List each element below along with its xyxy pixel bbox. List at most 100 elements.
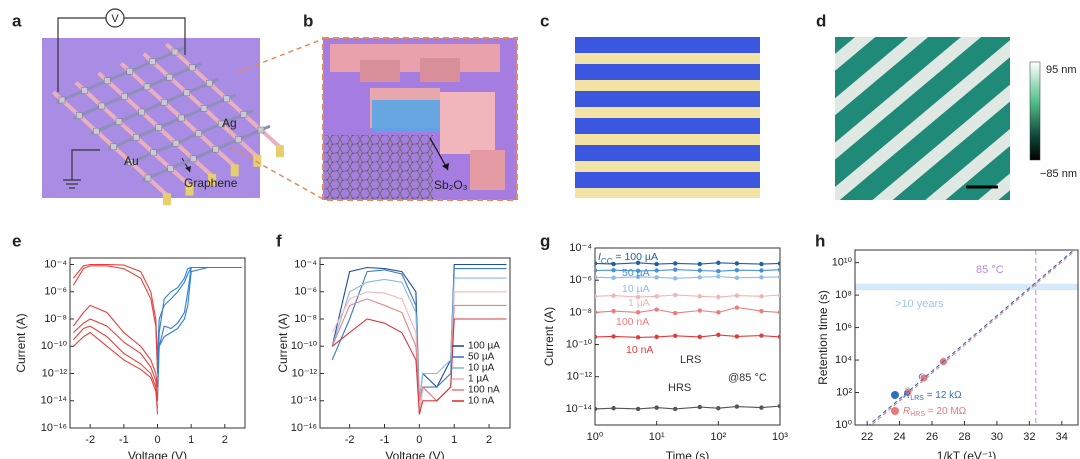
data-point — [777, 310, 780, 315]
memristor-cell — [150, 149, 157, 157]
layer-label: Sb₂O₃ — [434, 178, 468, 192]
series-line — [73, 318, 159, 401]
x-tick-label: 1 — [188, 434, 194, 446]
memristor-cell — [212, 145, 220, 153]
data-point — [759, 275, 764, 280]
optical-image — [575, 37, 760, 198]
panel-label: g — [540, 231, 550, 250]
memristor-cell — [178, 114, 185, 122]
series-name: 100 µA — [624, 251, 658, 263]
series-line — [72, 325, 159, 415]
legend-label: RHRS = 20 MΩ — [903, 406, 967, 419]
y-tick-label: 10⁻⁴ — [44, 258, 67, 270]
data-point — [673, 333, 678, 338]
colorbar-label: 95 nm — [1046, 64, 1077, 76]
memristor-cell — [144, 174, 152, 182]
data-point — [654, 294, 659, 299]
series-line — [72, 263, 159, 360]
y-axis-title: Current (A) — [14, 313, 28, 372]
data-point — [734, 293, 740, 298]
memristor-cell — [206, 79, 213, 87]
y-axis-title: Current (A) — [542, 307, 556, 366]
y-tick-label: 10⁻¹⁶ — [41, 422, 67, 434]
series-label: ICC = 100 µA — [598, 251, 658, 266]
data-point — [654, 261, 659, 267]
data-point — [716, 260, 721, 266]
series-line — [72, 304, 159, 388]
data-point — [635, 268, 641, 274]
y-axis-title: Current (A) — [276, 313, 290, 372]
y-tick-label: 10¹⁰ — [832, 257, 853, 269]
series-name: 100 nA — [616, 316, 649, 328]
memristor-cell — [126, 67, 134, 75]
data-point — [777, 292, 780, 298]
data-point — [697, 334, 702, 340]
series-label: 10 µA — [622, 283, 650, 295]
device-closeup — [322, 37, 518, 201]
annotation: HRS — [668, 382, 691, 394]
series-line — [156, 266, 242, 360]
x-tick-label: 2 — [486, 434, 492, 446]
y-tick-label: 10⁻¹⁰ — [41, 340, 68, 352]
electrode-stripe — [575, 118, 760, 134]
data-point — [611, 406, 616, 411]
legend-prefix: = — [612, 251, 624, 263]
series-line — [331, 291, 507, 415]
memristor-cell — [217, 120, 225, 128]
data-point — [635, 294, 641, 300]
series-line — [72, 265, 159, 374]
memristor-cell — [166, 73, 173, 81]
y-tick-label: 10⁻¹⁴ — [41, 395, 68, 407]
data-point — [595, 334, 598, 340]
data-point — [611, 308, 616, 314]
data-point — [759, 294, 764, 299]
y-tick-label: 10⁻¹⁰ — [291, 340, 318, 352]
data-point — [635, 274, 641, 280]
x-tick-label: 10⁰ — [587, 431, 604, 443]
y-axis-title: Retention time (s) — [816, 290, 830, 385]
electrode-stripe — [575, 37, 760, 53]
data-point — [595, 294, 598, 299]
data-point — [595, 268, 598, 273]
electrode-stripe — [575, 91, 760, 107]
annotation: LRS — [680, 354, 701, 366]
data-point — [673, 292, 678, 298]
series-line — [156, 266, 242, 374]
data-point — [654, 307, 659, 312]
data-point — [734, 334, 740, 339]
memristor-cell — [160, 99, 168, 106]
memristor-cell — [115, 118, 123, 125]
x-axis-title: Voltage (V) — [385, 449, 444, 459]
data-point — [697, 308, 702, 313]
data-point — [759, 405, 764, 410]
legend-swatch — [891, 407, 899, 415]
panel-label: h — [815, 231, 825, 250]
x-tick-label: 24 — [893, 431, 905, 443]
y-tick-label: 10⁴ — [835, 354, 852, 366]
memristor-cell — [235, 136, 242, 143]
au-pad — [185, 183, 194, 196]
x-tick-label: 10¹ — [649, 431, 665, 443]
legend-prefix: CC — [601, 257, 613, 266]
series-line — [595, 269, 780, 272]
au-pad — [162, 193, 171, 206]
data-point — [673, 276, 678, 281]
channel-label: Graphene — [184, 176, 238, 190]
data-point — [673, 261, 678, 266]
colorbar-label: −85 nm — [1040, 168, 1077, 180]
series-line — [156, 266, 242, 388]
y-tick-label: 10⁶ — [835, 321, 852, 333]
legend-label: 50 µA — [468, 352, 495, 363]
series-line — [331, 277, 507, 401]
series-label: 100 nA — [616, 316, 649, 328]
y-tick-label: 10⁻¹⁴ — [566, 403, 593, 415]
plot-frame — [319, 257, 511, 429]
y-tick-label: 10⁻⁴ — [294, 258, 317, 270]
data-point — [734, 267, 740, 273]
data-point — [611, 275, 616, 281]
data-point — [697, 404, 702, 410]
memristor-cell — [81, 87, 88, 94]
graphene-strip — [90, 77, 220, 135]
electrode-stripe — [575, 172, 760, 188]
legend-label: 100 nA — [468, 385, 500, 396]
